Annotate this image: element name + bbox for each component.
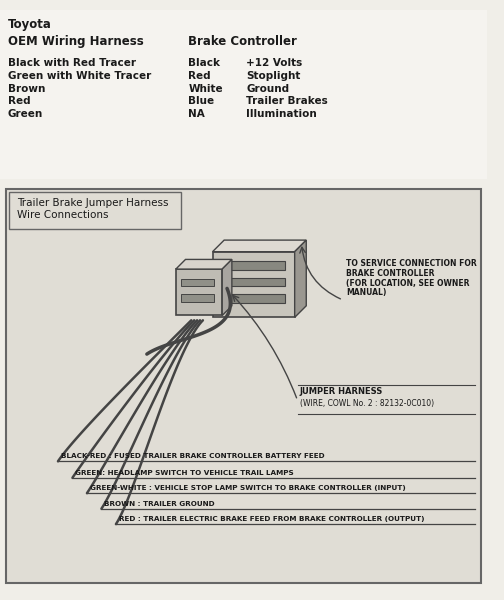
Bar <box>0 10 487 179</box>
Text: Brake Controller: Brake Controller <box>188 35 297 48</box>
Bar <box>218 278 285 286</box>
Text: +12 Volts: +12 Volts <box>246 58 302 68</box>
Text: Wire Connections: Wire Connections <box>18 210 109 220</box>
Text: TO SERVICE CONNECTION FOR: TO SERVICE CONNECTION FOR <box>346 259 477 268</box>
Text: Trailer Brakes: Trailer Brakes <box>246 96 328 106</box>
Polygon shape <box>213 240 306 251</box>
Text: Black: Black <box>188 58 220 68</box>
Text: Trailer Brake Jumper Harness: Trailer Brake Jumper Harness <box>18 197 169 208</box>
Text: JUMPER HARNESS: JUMPER HARNESS <box>299 387 383 396</box>
Text: RED : TRAILER ELECTRIC BRAKE FEED FROM BRAKE CONTROLLER (OUTPUT): RED : TRAILER ELECTRIC BRAKE FEED FROM B… <box>119 516 424 522</box>
Text: GREEN-WHITE : VEHICLE STOP LAMP SWITCH TO BRAKE CONTROLLER (INPUT): GREEN-WHITE : VEHICLE STOP LAMP SWITCH T… <box>90 485 406 491</box>
Text: Green with White Tracer: Green with White Tracer <box>8 71 151 81</box>
Text: Red: Red <box>188 71 211 81</box>
Text: (FOR LOCATION, SEE OWNER: (FOR LOCATION, SEE OWNER <box>346 279 469 288</box>
Text: BLACK-RED : FUSED TRAILER BRAKE CONTROLLER BATTERY FEED: BLACK-RED : FUSED TRAILER BRAKE CONTROLL… <box>61 454 325 460</box>
Polygon shape <box>295 240 306 317</box>
Text: Ground: Ground <box>246 83 289 94</box>
Polygon shape <box>222 259 232 316</box>
Text: NA: NA <box>188 109 205 119</box>
Text: BRAKE CONTROLLER: BRAKE CONTROLLER <box>346 269 434 278</box>
Bar <box>213 251 295 317</box>
Bar <box>218 294 285 303</box>
Bar <box>218 262 285 270</box>
Bar <box>9 192 180 229</box>
Text: Blue: Blue <box>188 96 215 106</box>
Bar <box>176 269 222 316</box>
Text: Stoplight: Stoplight <box>246 71 301 81</box>
Text: Red: Red <box>8 96 30 106</box>
Text: Toyota: Toyota <box>8 18 51 31</box>
Bar <box>180 294 214 302</box>
Text: White: White <box>188 83 223 94</box>
Text: MANUAL): MANUAL) <box>346 289 386 298</box>
Text: BROWN : TRAILER GROUND: BROWN : TRAILER GROUND <box>104 501 215 507</box>
Text: (WIRE, COWL No. 2 : 82132-0C010): (WIRE, COWL No. 2 : 82132-0C010) <box>299 398 433 407</box>
Bar <box>180 279 214 286</box>
Text: Green: Green <box>8 109 43 119</box>
Text: OEM Wiring Harness: OEM Wiring Harness <box>8 35 144 48</box>
Text: Brown: Brown <box>8 83 45 94</box>
Text: Illumination: Illumination <box>246 109 317 119</box>
Bar <box>6 189 481 583</box>
Text: Black with Red Tracer: Black with Red Tracer <box>8 58 136 68</box>
Polygon shape <box>176 259 232 269</box>
Text: GREEN: HEADLAMP SWITCH TO VEHICLE TRAIL LAMPS: GREEN: HEADLAMP SWITCH TO VEHICLE TRAIL … <box>76 470 294 476</box>
